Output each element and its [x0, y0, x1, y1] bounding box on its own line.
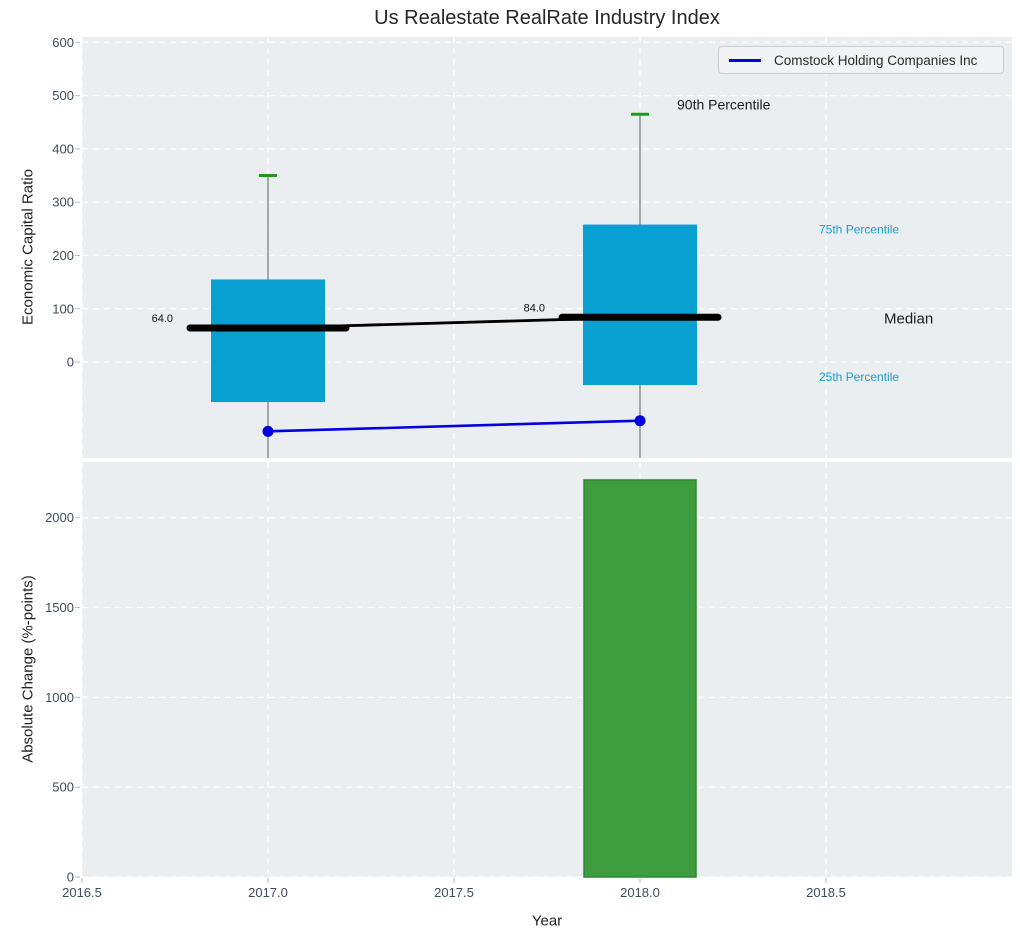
y-tick-label: 200 — [52, 248, 74, 263]
y-tick-label: 1000 — [45, 690, 74, 705]
y-tick-label: 400 — [52, 141, 74, 156]
bottom-axes-bg — [82, 462, 1012, 877]
y-tick-label: 0 — [67, 870, 74, 885]
y-tick-label: 500 — [52, 780, 74, 795]
p75-label: 75th Percentile — [819, 223, 899, 237]
p90-label: 90th Percentile — [677, 96, 771, 112]
page-title: Us Realestate RealRate Industry Index — [374, 7, 720, 29]
p25-label: 25th Percentile — [819, 370, 899, 384]
y-tick-label: 2000 — [45, 510, 74, 525]
company-marker — [634, 415, 646, 427]
x-tick-label: 2018.5 — [806, 885, 846, 900]
median-value-label: 64.0 — [152, 313, 173, 325]
y-tick-label: 500 — [52, 88, 74, 103]
y-tick-label: 600 — [52, 35, 74, 50]
median-value-label: 84.0 — [524, 302, 545, 314]
legend-label: Comstock Holding Companies Inc — [774, 52, 978, 68]
median-label: Median — [884, 310, 933, 327]
ylabel-bottom: Absolute Change (%-points) — [19, 575, 37, 763]
y-tick-label: 0 — [67, 355, 74, 370]
x-tick-label: 2017.0 — [248, 885, 288, 900]
x-tick-label: 2016.5 — [62, 885, 102, 900]
xlabel: Year — [531, 912, 563, 930]
ylabel-top: Economic Capital Ratio — [19, 169, 37, 325]
y-tick-label: 1500 — [45, 600, 74, 615]
y-tick-label: 100 — [52, 301, 74, 316]
change-bar — [583, 479, 697, 878]
company-line — [267, 419, 641, 433]
x-tick-label: 2017.5 — [434, 885, 474, 900]
legend: Comstock Holding Companies Inc — [718, 46, 1004, 74]
percentile-box — [583, 224, 697, 385]
legend-line-sample — [729, 58, 761, 62]
x-tick-label: 2018.0 — [620, 885, 660, 900]
y-tick-label: 300 — [52, 195, 74, 210]
company-marker — [262, 425, 274, 437]
percentile-box — [211, 279, 325, 403]
